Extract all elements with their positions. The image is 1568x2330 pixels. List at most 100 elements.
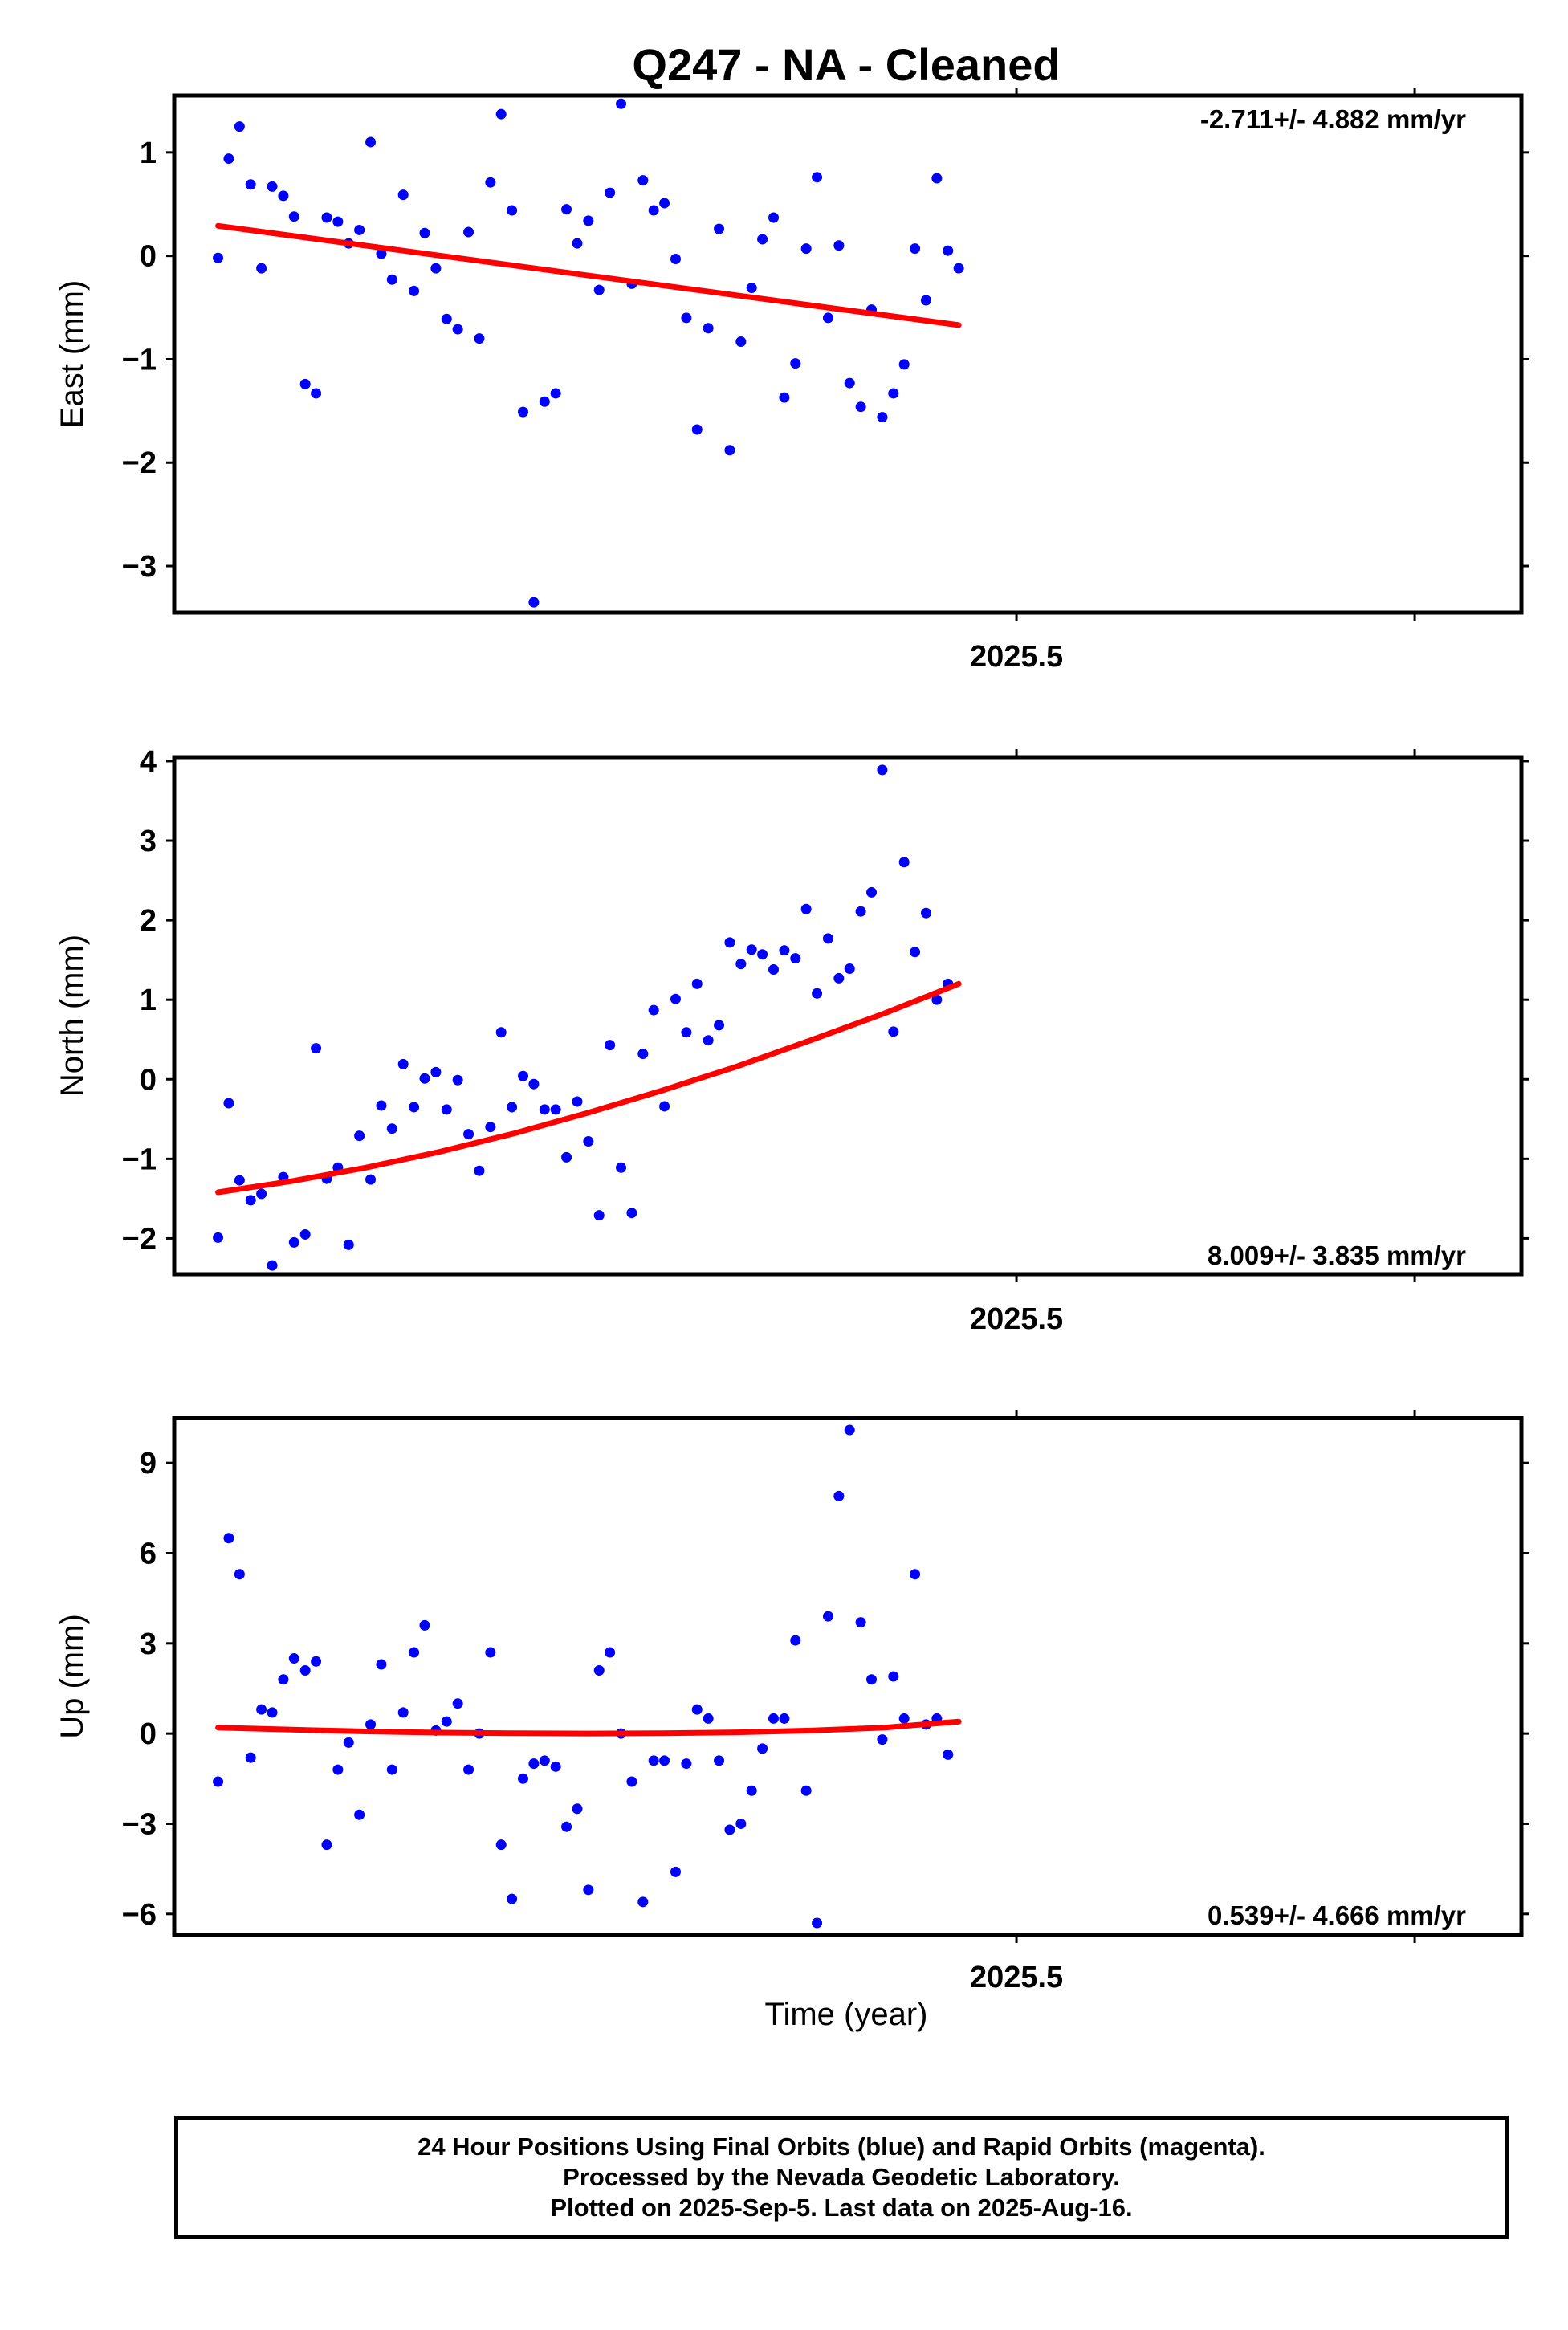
data-point — [256, 1188, 267, 1200]
y-tick-label: −2 — [122, 446, 157, 480]
data-point — [419, 1619, 430, 1631]
data-point — [463, 226, 474, 238]
data-point — [920, 907, 931, 919]
x-axis-label: Time (year) — [765, 1997, 928, 2032]
data-point — [605, 1647, 616, 1658]
data-point — [550, 1761, 561, 1772]
data-point — [768, 964, 779, 976]
data-point — [812, 172, 823, 183]
data-point — [409, 1102, 420, 1113]
data-point — [605, 1040, 616, 1051]
data-point — [256, 1704, 267, 1715]
east-rate-label: -2.711+/- 4.882 mm/yr — [1200, 104, 1466, 134]
data-point — [452, 1074, 463, 1086]
data-point — [714, 1020, 725, 1031]
up-panel: 9 6 3 0 −3 −6 2025.5 Up (mm) 0.539+/- 4.666 mm/y… — [55, 1410, 1529, 1994]
data-point — [245, 1195, 256, 1206]
data-point — [485, 177, 496, 188]
data-point — [910, 947, 921, 958]
data-point — [550, 1104, 561, 1115]
data-point — [877, 1734, 888, 1745]
y-tick-label: 9 — [140, 1447, 157, 1481]
data-point — [278, 190, 289, 202]
data-point — [234, 121, 245, 132]
data-point — [681, 1027, 692, 1038]
data-point — [724, 445, 735, 456]
data-point — [528, 1078, 540, 1090]
x-tick-label: 2025.5 — [970, 640, 1063, 674]
data-point — [550, 388, 561, 399]
data-point — [844, 1424, 855, 1436]
up-frame — [172, 1416, 1524, 1937]
data-point — [518, 406, 529, 418]
data-point — [931, 994, 943, 1005]
up-data-points — [213, 1424, 954, 1929]
data-point — [213, 1776, 224, 1787]
data-point — [910, 243, 921, 255]
data-point — [703, 1035, 714, 1046]
data-point — [288, 1236, 299, 1248]
y-tick-label: −3 — [122, 1807, 157, 1841]
data-point — [354, 1130, 365, 1142]
data-point — [528, 597, 540, 608]
data-point — [593, 1665, 605, 1676]
data-point — [735, 959, 747, 970]
data-point — [386, 1764, 397, 1775]
data-point — [256, 263, 267, 274]
data-point — [474, 333, 485, 344]
data-point — [528, 1758, 540, 1770]
data-point — [518, 1070, 529, 1081]
data-point — [354, 1809, 365, 1820]
data-point — [757, 949, 768, 960]
data-point — [735, 1818, 747, 1829]
data-point — [637, 175, 649, 186]
data-point — [288, 211, 299, 222]
data-point — [463, 1129, 474, 1140]
data-point — [703, 1713, 714, 1724]
data-point — [659, 1101, 670, 1112]
data-point — [485, 1122, 496, 1133]
data-point — [311, 1043, 322, 1054]
data-point — [822, 1611, 833, 1622]
data-point — [833, 240, 845, 251]
data-point — [943, 245, 954, 256]
data-point — [866, 886, 878, 898]
data-point — [670, 993, 681, 1004]
data-point — [691, 978, 703, 989]
data-point — [779, 392, 790, 403]
data-point — [648, 205, 659, 216]
north-y-axis-label: North (mm) — [55, 935, 90, 1097]
data-point — [943, 1749, 954, 1760]
data-point — [561, 1151, 572, 1163]
up-y-axis-label: Up (mm) — [55, 1614, 90, 1739]
data-point — [648, 1755, 659, 1766]
data-point — [332, 216, 344, 227]
y-tick-label: −1 — [122, 343, 157, 377]
data-point — [714, 223, 725, 234]
data-point — [430, 1066, 442, 1077]
data-point — [833, 972, 845, 984]
y-tick-label: 4 — [140, 745, 157, 779]
figure-title: Q247 - NA - Cleaned — [632, 39, 1060, 90]
data-point — [223, 1533, 234, 1544]
data-point — [572, 238, 583, 249]
data-point — [800, 1785, 812, 1796]
data-point — [299, 1665, 311, 1676]
y-tick-label: 1 — [140, 136, 157, 170]
east-y-axis-label: East (mm) — [55, 280, 90, 428]
data-point — [452, 324, 463, 335]
data-point — [495, 108, 507, 120]
data-point — [332, 1764, 344, 1775]
data-point — [311, 388, 322, 399]
data-point — [299, 378, 311, 389]
data-point — [953, 263, 964, 274]
data-point — [441, 1104, 452, 1115]
north-rate-label: 8.009+/- 3.835 mm/yr — [1208, 1240, 1466, 1270]
data-point — [812, 1917, 823, 1929]
data-point — [463, 1764, 474, 1775]
data-point — [376, 248, 387, 259]
data-point — [648, 1004, 659, 1016]
data-point — [626, 1208, 637, 1219]
data-point — [757, 1743, 768, 1754]
data-point — [299, 1228, 311, 1240]
